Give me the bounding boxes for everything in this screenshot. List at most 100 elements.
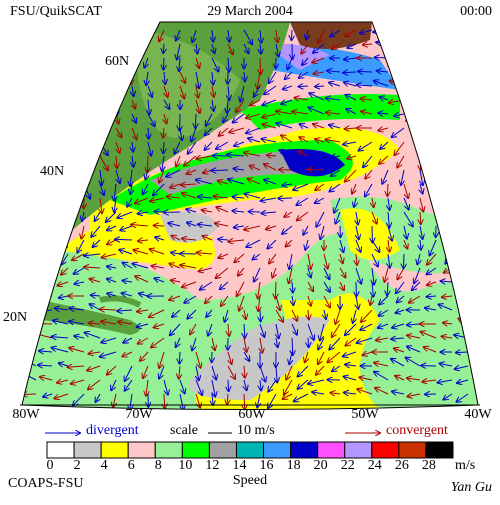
- wind-arrow: [389, 29, 404, 30]
- wind-arrow: [84, 156, 85, 168]
- wind-arrow: [25, 100, 36, 105]
- wind-arrow: [75, 72, 84, 76]
- wind-arrow: [260, 58, 261, 74]
- wind-arrow: [24, 29, 36, 30]
- wind-arrow: [260, 310, 261, 321]
- lon-label: 70W: [125, 407, 153, 422]
- colorbar-label: 6: [128, 458, 135, 473]
- lon-label: 40W: [464, 407, 492, 422]
- wind-arrow: [422, 86, 436, 88]
- wind-arrow: [69, 58, 84, 59]
- wind-arrow: [275, 282, 276, 298]
- wind-arrow: [140, 30, 148, 40]
- wind-arrow: [315, 86, 324, 87]
- wind-arrow: [11, 296, 20, 308]
- wind-arrow: [358, 71, 372, 72]
- wind-arrow: [36, 198, 41, 210]
- wind-arrow: [179, 352, 180, 364]
- colorbar-swatch: [155, 442, 182, 458]
- wind-arrow: [436, 198, 441, 208]
- wind-arrow: [467, 212, 468, 221]
- wind-arrow: [436, 170, 437, 181]
- colorbar-swatch: [101, 442, 128, 458]
- wind-arrow: [43, 268, 52, 278]
- wind-arrow: [6, 346, 20, 352]
- wind-arrow: [64, 128, 68, 139]
- wind-arrow: [36, 28, 52, 30]
- wind-arrow: [459, 58, 468, 63]
- wind-arrow: [54, 57, 68, 58]
- wind-arrow: [12, 156, 20, 170]
- footer-right: Yan Gu: [451, 480, 492, 495]
- wind-arrow: [466, 198, 468, 208]
- wind-arrow: [52, 41, 68, 44]
- wind-arrow: [29, 268, 36, 279]
- wind-arrow: [11, 336, 20, 338]
- wind-arrow: [84, 170, 86, 187]
- wind-arrow: [24, 43, 36, 44]
- wind-arrow: [410, 100, 420, 102]
- wind-arrow: [464, 226, 468, 239]
- wind-arrow: [468, 114, 469, 129]
- wind-arrow: [12, 128, 20, 135]
- colorbar-label: 26: [395, 458, 409, 473]
- colorbar-swatch: [236, 442, 263, 458]
- colorbar-swatch: [209, 442, 236, 458]
- wind-arrow: [442, 86, 452, 93]
- wind-arrow: [8, 83, 20, 86]
- wind-arrow: [7, 377, 20, 380]
- wind-arrow: [88, 72, 100, 79]
- footer-left: COAPS-FSU: [8, 476, 83, 491]
- wind-arrow: [211, 170, 228, 171]
- colorbar-unit: m/s: [455, 458, 475, 473]
- wind-arrow: [20, 254, 21, 268]
- wind-arrow: [457, 240, 468, 251]
- wind-arrow: [452, 128, 453, 143]
- wind-arrow: [298, 86, 308, 87]
- wind-arrow: [456, 352, 468, 353]
- colorbar-swatch: [291, 442, 318, 458]
- wind-arrow: [36, 184, 38, 193]
- lat-label: 20N: [3, 310, 27, 325]
- lat-label: 40N: [40, 164, 64, 179]
- wind-arrow: [68, 170, 74, 184]
- lon-label: 50W: [351, 407, 379, 422]
- wind-arrow: [436, 184, 439, 200]
- wind-arrow: [93, 86, 100, 97]
- wind-arrow: [436, 156, 439, 172]
- wind-arrow: [6, 389, 20, 394]
- colorbar-label: 20: [314, 458, 328, 473]
- wind-arrow: [44, 128, 52, 138]
- wind-arrow: [33, 254, 36, 269]
- colorbar-swatch: [264, 442, 291, 458]
- wind-arrow: [228, 380, 229, 391]
- wind-arrow: [410, 55, 420, 58]
- wind-arrow: [24, 296, 36, 307]
- wind-arrow: [17, 268, 20, 280]
- wind-arrow: [424, 100, 436, 107]
- wind-arrow: [468, 156, 469, 167]
- wind-arrow: [163, 58, 164, 70]
- colorbar-label: 12: [205, 458, 219, 473]
- wind-arrow: [20, 226, 25, 238]
- wind-arrow: [452, 170, 454, 182]
- wind-arrow: [455, 268, 468, 272]
- legend-convergent: convergent: [386, 423, 448, 438]
- colorbar-swatch: [318, 442, 345, 458]
- wind-arrow: [455, 44, 468, 45]
- wind-arrow: [428, 114, 436, 125]
- wind-arrow: [60, 86, 68, 92]
- colorbar-label: 2: [74, 458, 81, 473]
- wind-arrow: [100, 128, 103, 139]
- lon-label: 80W: [12, 407, 40, 422]
- wind-arrow: [119, 44, 132, 53]
- wind-arrow: [452, 184, 456, 198]
- lat-label: 60N: [105, 54, 129, 69]
- wind-arrow: [78, 86, 84, 95]
- wind-arrow: [404, 42, 420, 44]
- wind-arrow: [436, 72, 452, 76]
- wind-arrow: [24, 51, 36, 58]
- header-center: 29 March 2004: [207, 4, 293, 19]
